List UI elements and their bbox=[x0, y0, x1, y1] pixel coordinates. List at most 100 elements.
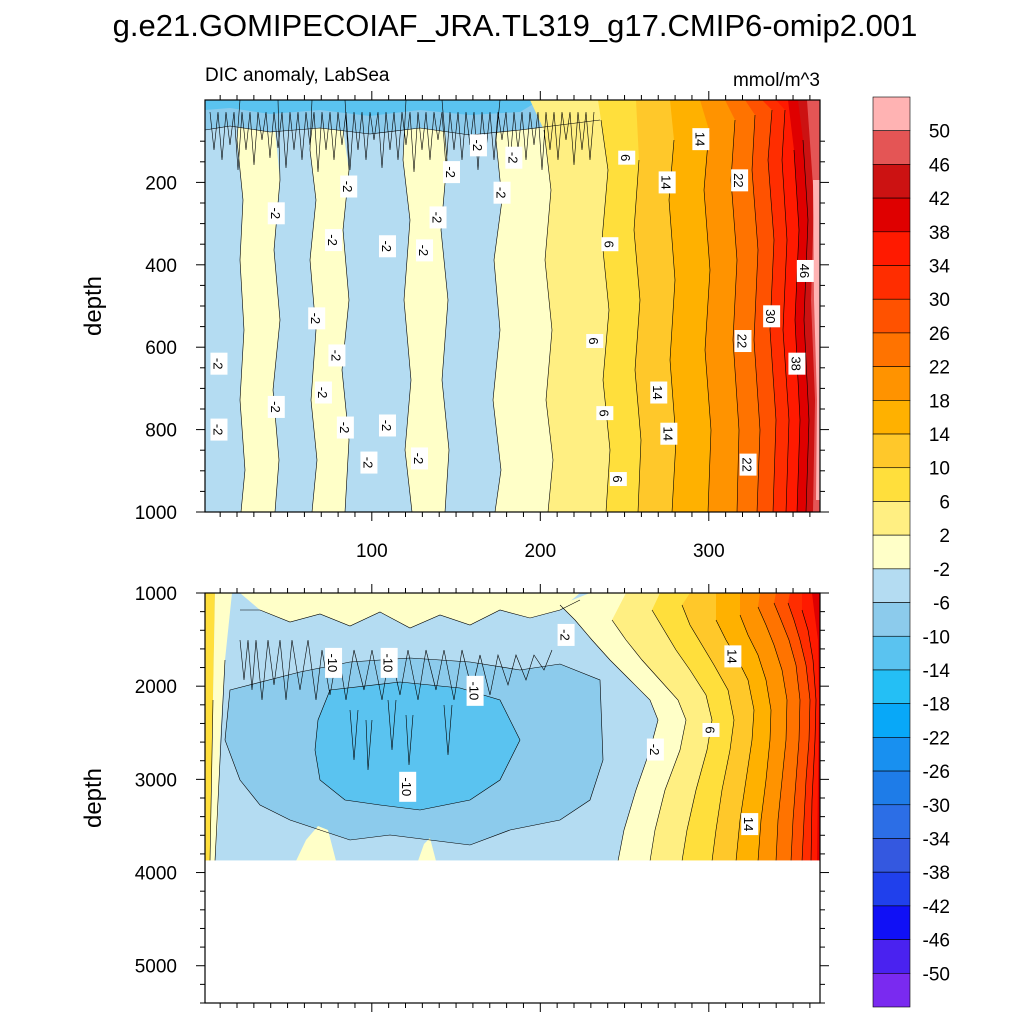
contour-label-text: -2 bbox=[505, 152, 520, 164]
contour-label: 6 bbox=[702, 722, 720, 737]
contour-label-text: -2 bbox=[210, 424, 225, 436]
colorbar-swatch bbox=[872, 635, 911, 671]
colorbar-label: -34 bbox=[923, 829, 951, 850]
contour-label-text: 46 bbox=[797, 264, 812, 278]
contour-label: -2 bbox=[328, 344, 346, 367]
contour-label-box bbox=[763, 305, 781, 328]
contour-label-box bbox=[692, 128, 710, 151]
colorbar-swatch bbox=[872, 534, 911, 570]
upper-y-tick-label: 600 bbox=[145, 338, 177, 359]
colorbar-label: -46 bbox=[923, 931, 950, 952]
colorbar-label: -6 bbox=[933, 594, 950, 615]
contour-label-text: -2 bbox=[340, 181, 355, 193]
contour-label: 22 bbox=[734, 330, 752, 353]
upper-y-axis-label: depth bbox=[80, 276, 107, 336]
lower-y-tick-label: 1000 bbox=[135, 584, 177, 605]
colorbar-label: -10 bbox=[923, 627, 950, 648]
colorbar-label: -14 bbox=[923, 661, 951, 682]
contour-label: 30 bbox=[763, 305, 781, 328]
colorbar-label: -22 bbox=[923, 728, 950, 749]
contour-label-box bbox=[360, 451, 378, 474]
contour-label-text: -10 bbox=[467, 681, 482, 700]
colorbar-swatch bbox=[872, 703, 911, 738]
colorbar-swatch bbox=[872, 838, 911, 873]
contour-label-text: 6 bbox=[702, 726, 717, 733]
colorbar-label: 2 bbox=[939, 526, 950, 547]
contour-label: -2 bbox=[469, 134, 487, 157]
colorbar-label: 22 bbox=[929, 358, 950, 379]
contour-label-box bbox=[796, 259, 814, 282]
contour-label: -2 bbox=[360, 451, 378, 474]
contour-label-text: -2 bbox=[647, 744, 662, 756]
axis-tick-labels: 100 200 300 200 400 600 800 1000 1000 2000 3000 400… bbox=[135, 173, 725, 977]
colorbar-label: 10 bbox=[929, 459, 950, 480]
contour-label-text: 6 bbox=[610, 475, 625, 482]
colorbar-label: -26 bbox=[923, 762, 950, 783]
colorbar-swatch bbox=[872, 197, 911, 233]
contour-label: -2 bbox=[314, 381, 332, 404]
contour-label-box bbox=[210, 418, 228, 441]
lower-panel-field bbox=[205, 593, 820, 861]
lower-y-tick-label: 2000 bbox=[135, 677, 177, 698]
colorbar-swatch bbox=[872, 501, 911, 536]
colorbar-swatch bbox=[872, 939, 911, 974]
contour-label: 14 bbox=[692, 128, 710, 151]
contour-label-box bbox=[609, 472, 627, 487]
contour-label-box bbox=[378, 235, 396, 258]
contour-label-box bbox=[325, 229, 343, 252]
contour-label: -2 bbox=[378, 414, 396, 437]
colorbar-label: 38 bbox=[929, 223, 950, 244]
x-tick-label: 300 bbox=[693, 541, 725, 562]
contour-label-box bbox=[325, 647, 343, 678]
colorbar-label: 18 bbox=[929, 391, 950, 412]
contour-label-box bbox=[557, 623, 575, 646]
contour-label-text: -2 bbox=[443, 166, 458, 178]
contour-label-text: -2 bbox=[315, 387, 330, 399]
contour-label: -2 bbox=[429, 206, 447, 229]
colorbar-swatch bbox=[872, 298, 911, 334]
colorbar-label: 42 bbox=[929, 189, 950, 210]
colorbar-swatch bbox=[872, 265, 911, 300]
contour-label: -2 bbox=[340, 175, 358, 198]
contour-label: -2 bbox=[443, 161, 460, 184]
contour-label-box bbox=[340, 175, 358, 198]
contour-label: -2 bbox=[493, 181, 511, 204]
colorbar-label: -2 bbox=[933, 560, 950, 581]
contour-label-text: -2 bbox=[360, 457, 375, 469]
contour-label-box bbox=[443, 161, 460, 184]
x-tick-label: 100 bbox=[356, 541, 388, 562]
contour-label-box bbox=[660, 422, 678, 445]
contour-label-box bbox=[416, 239, 434, 262]
contour-label: 14 bbox=[724, 645, 742, 668]
colorbar-swatch bbox=[872, 669, 911, 704]
contour-label: 6 bbox=[618, 150, 636, 165]
contour-label: -2 bbox=[267, 395, 285, 418]
colorbar-swatch bbox=[872, 130, 911, 165]
contour-label-box bbox=[267, 395, 285, 418]
contour-label-text: 38 bbox=[788, 356, 803, 370]
colorbar-swatch bbox=[872, 164, 911, 199]
contour-label: -2 bbox=[210, 352, 228, 375]
contour-label: -2 bbox=[378, 235, 396, 258]
contour-label-text: -2 bbox=[558, 629, 573, 641]
contour-label-box bbox=[646, 738, 664, 761]
colorbar-label: 14 bbox=[929, 425, 951, 446]
contour-label-box bbox=[308, 307, 326, 330]
colorbar-label: -18 bbox=[923, 695, 950, 716]
contour-label: -2 bbox=[557, 623, 575, 646]
contour-label: -10 bbox=[399, 771, 417, 802]
contour-label: 6 bbox=[586, 334, 604, 349]
upper-y-tick-label: 200 bbox=[145, 173, 177, 194]
colorbar-label: 30 bbox=[929, 290, 950, 311]
contour-label-text: -10 bbox=[325, 653, 340, 672]
contour-label-text: 6 bbox=[618, 154, 633, 161]
contour-label-box bbox=[731, 169, 749, 192]
contour-label-text: -2 bbox=[494, 187, 509, 199]
colorbar-swatch bbox=[872, 871, 911, 907]
contour-label-text: 6 bbox=[596, 410, 611, 417]
contour-label-text: -2 bbox=[379, 420, 394, 432]
colorbar-swatch bbox=[872, 467, 911, 502]
contour-label: 14 bbox=[741, 813, 759, 836]
contour-label: 22 bbox=[739, 453, 757, 476]
